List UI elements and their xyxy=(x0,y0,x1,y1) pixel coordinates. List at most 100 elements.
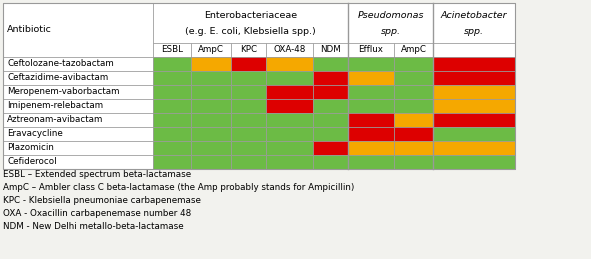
Text: Enterobacteriaceae: Enterobacteriaceae xyxy=(204,11,297,19)
Text: OXA-48: OXA-48 xyxy=(273,46,306,54)
Bar xyxy=(394,127,433,141)
Bar xyxy=(3,3,515,169)
Text: AmpC – Ambler class C beta-lactamase (the Amp probably stands for Ampicillin): AmpC – Ambler class C beta-lactamase (th… xyxy=(3,183,355,192)
Bar xyxy=(231,71,266,85)
Bar xyxy=(348,57,394,71)
Bar xyxy=(231,113,266,127)
Bar xyxy=(3,3,153,57)
Bar xyxy=(313,85,348,99)
Bar xyxy=(394,85,433,99)
Bar xyxy=(348,113,394,127)
Bar xyxy=(394,141,433,155)
Bar xyxy=(3,141,153,155)
Text: spp.: spp. xyxy=(464,26,484,35)
Bar xyxy=(191,57,231,71)
Bar xyxy=(3,127,153,141)
Bar xyxy=(394,43,433,57)
Bar xyxy=(3,113,153,127)
Text: Efflux: Efflux xyxy=(359,46,384,54)
Bar xyxy=(348,71,394,85)
Text: Acinetobacter: Acinetobacter xyxy=(441,11,507,19)
Bar xyxy=(433,155,515,169)
Bar xyxy=(313,141,348,155)
Bar xyxy=(153,99,191,113)
Bar xyxy=(153,113,191,127)
Text: Plazomicin: Plazomicin xyxy=(7,143,54,153)
Bar xyxy=(191,127,231,141)
Bar xyxy=(433,71,515,85)
Text: Aztreonam-avibactam: Aztreonam-avibactam xyxy=(7,116,103,125)
Text: KPC - Klebsiella pneumoniae carbapenemase: KPC - Klebsiella pneumoniae carbapenemas… xyxy=(3,196,201,205)
Bar xyxy=(3,99,153,113)
Bar xyxy=(191,141,231,155)
Bar xyxy=(348,43,394,57)
Bar xyxy=(394,99,433,113)
Bar xyxy=(433,99,515,113)
Bar xyxy=(153,127,191,141)
Bar xyxy=(433,85,515,99)
Bar xyxy=(394,71,433,85)
Bar xyxy=(153,57,191,71)
Bar xyxy=(191,113,231,127)
Bar xyxy=(433,57,515,71)
Bar xyxy=(348,99,394,113)
Bar xyxy=(313,127,348,141)
Bar xyxy=(313,155,348,169)
Bar xyxy=(348,155,394,169)
Bar xyxy=(266,99,313,113)
Bar xyxy=(231,99,266,113)
Bar xyxy=(433,141,515,155)
Text: AmpC: AmpC xyxy=(401,46,427,54)
Bar xyxy=(394,113,433,127)
Bar xyxy=(313,113,348,127)
Bar xyxy=(266,71,313,85)
Text: Eravacycline: Eravacycline xyxy=(7,130,63,139)
Text: ESBL: ESBL xyxy=(161,46,183,54)
Bar xyxy=(266,57,313,71)
Bar xyxy=(153,141,191,155)
Bar xyxy=(433,43,515,57)
Text: OXA - Oxacillin carbapenemase number 48: OXA - Oxacillin carbapenemase number 48 xyxy=(3,209,191,218)
Bar xyxy=(266,43,313,57)
Bar xyxy=(153,43,191,57)
Bar xyxy=(191,99,231,113)
Bar xyxy=(348,3,433,43)
Bar xyxy=(266,141,313,155)
Bar xyxy=(394,57,433,71)
Bar xyxy=(3,85,153,99)
Bar xyxy=(3,71,153,85)
Bar xyxy=(266,113,313,127)
Text: ESBL – Extended spectrum beta-lactamase: ESBL – Extended spectrum beta-lactamase xyxy=(3,170,191,179)
Text: Cefiderocol: Cefiderocol xyxy=(7,157,57,167)
Bar xyxy=(153,85,191,99)
Text: Pseudomonas: Pseudomonas xyxy=(357,11,424,19)
Bar xyxy=(348,127,394,141)
Text: (e.g. E. coli, Klebsiella spp.): (e.g. E. coli, Klebsiella spp.) xyxy=(185,26,316,35)
Bar xyxy=(191,155,231,169)
Bar xyxy=(231,141,266,155)
Text: NDM - New Delhi metallo-beta-lactamase: NDM - New Delhi metallo-beta-lactamase xyxy=(3,222,184,231)
Bar xyxy=(153,155,191,169)
Bar xyxy=(3,57,153,71)
Text: Imipenem-relebactam: Imipenem-relebactam xyxy=(7,102,103,111)
Bar xyxy=(3,3,515,169)
Bar xyxy=(191,43,231,57)
Bar xyxy=(313,71,348,85)
Bar xyxy=(433,113,515,127)
Bar xyxy=(266,127,313,141)
Bar xyxy=(266,85,313,99)
Bar xyxy=(231,43,266,57)
Bar xyxy=(266,155,313,169)
Bar xyxy=(153,71,191,85)
Text: spp.: spp. xyxy=(381,26,401,35)
Bar xyxy=(433,127,515,141)
Bar xyxy=(433,3,515,43)
Text: KPC: KPC xyxy=(240,46,257,54)
Bar xyxy=(394,155,433,169)
Text: NDM: NDM xyxy=(320,46,341,54)
Bar xyxy=(313,57,348,71)
Bar xyxy=(3,155,153,169)
Bar xyxy=(191,71,231,85)
Bar xyxy=(231,57,266,71)
Bar xyxy=(231,155,266,169)
